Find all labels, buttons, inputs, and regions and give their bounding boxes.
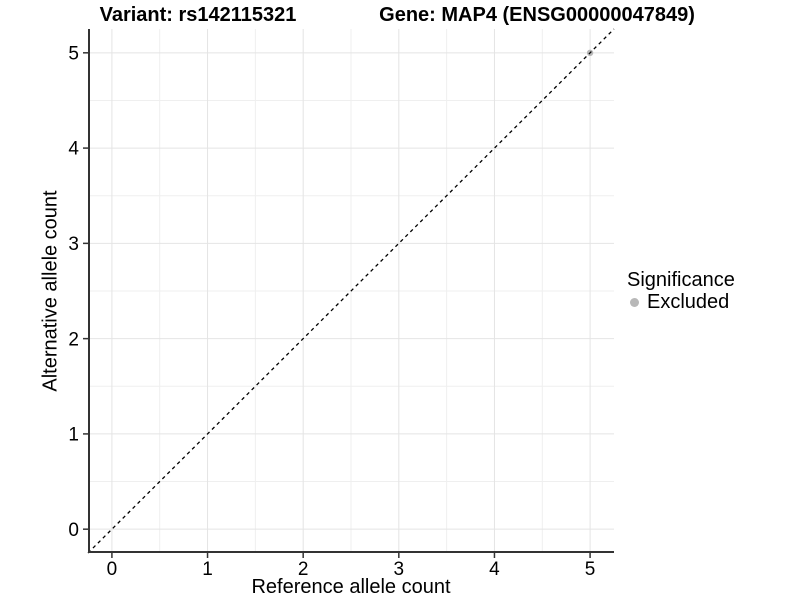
identity-line: [87, 28, 615, 554]
plot-panel: 0 1 2 3 4 5 0 1 2 3 4 5: [68, 28, 615, 580]
x-tick-label: 2: [298, 559, 309, 580]
legend-key-dot: [630, 297, 639, 307]
y-axis-title: Alternative allele count: [39, 190, 62, 392]
x-tick-label: 1: [202, 559, 213, 580]
y-tick-label: 5: [68, 43, 79, 64]
legend-title: Significance: [627, 269, 735, 291]
y-tick-label: 0: [68, 520, 79, 541]
x-tick-label: 3: [394, 559, 405, 580]
x-axis-title: Reference allele count: [251, 576, 451, 598]
y-tick-label: 3: [68, 234, 79, 255]
legend-entry: Excluded: [627, 291, 735, 313]
x-tick-label: 0: [107, 559, 118, 580]
legend-entry-label: Excluded: [647, 291, 730, 313]
x-tick-label: 5: [585, 559, 596, 580]
legend: Significance Excluded: [627, 269, 735, 313]
gene-title: Gene: MAP4 (ENSG00000047849): [379, 4, 695, 26]
y-tick-label: 4: [68, 139, 79, 160]
chart-canvas: 0 1 2 3 4 5 0 1 2 3 4 5: [68, 28, 615, 580]
y-tick-label: 1: [68, 425, 79, 446]
x-tick-label: 4: [489, 559, 500, 580]
variant-title: Variant: rs142115321: [99, 4, 297, 26]
legend-entries: Excluded: [627, 291, 735, 313]
y-tick-label: 2: [68, 329, 79, 350]
